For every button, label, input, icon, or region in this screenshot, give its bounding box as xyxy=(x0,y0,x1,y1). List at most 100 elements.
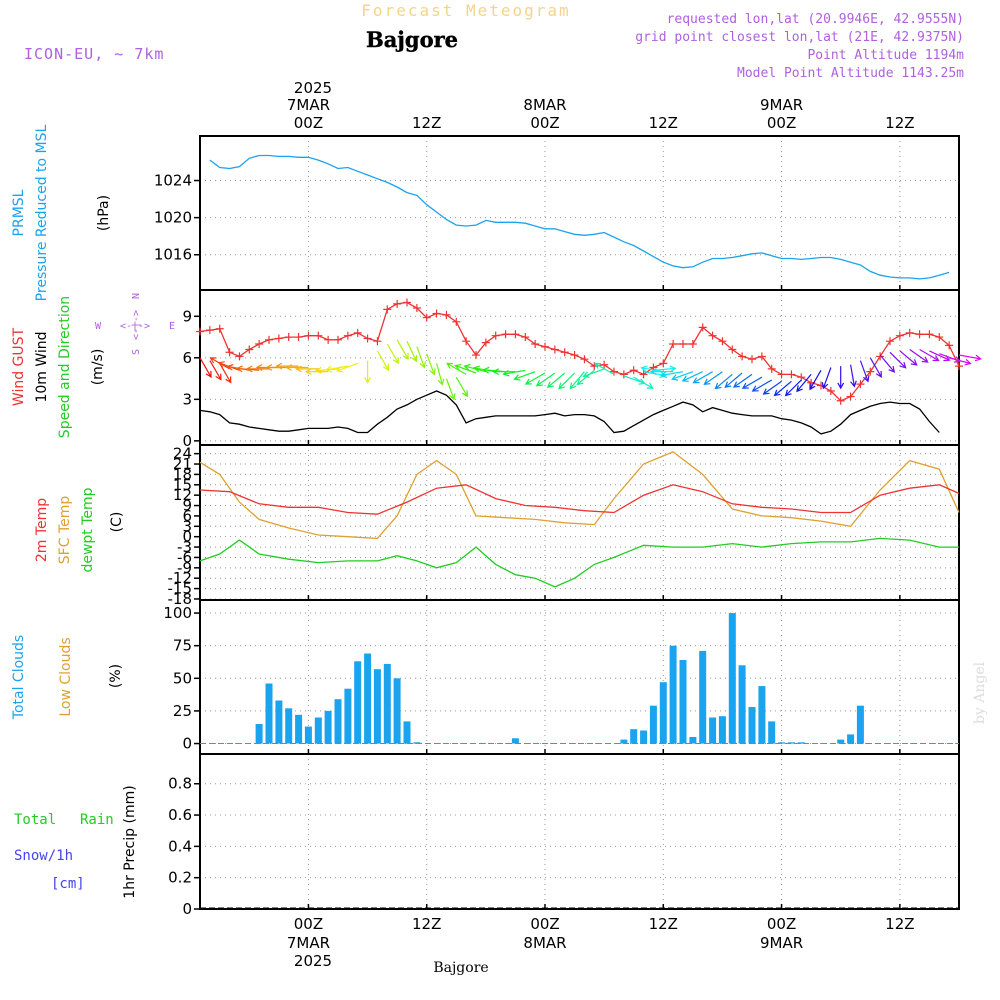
gust-marker xyxy=(550,345,559,354)
clouds-ytick-label: 0 xyxy=(182,735,192,753)
temperature-ytick-label: 6 xyxy=(182,507,192,525)
gust-marker xyxy=(876,352,885,361)
compass-n: N xyxy=(131,293,142,299)
clouds-ytick-label: 25 xyxy=(173,702,192,720)
cloud-series xyxy=(200,613,959,745)
cloud-bar xyxy=(847,734,855,744)
sfc-temp-line xyxy=(199,451,960,540)
cloud-bar xyxy=(768,721,776,744)
cloud-bar xyxy=(738,665,746,744)
gust-marker xyxy=(304,331,313,340)
bottom-time-label: 00Z xyxy=(767,915,796,933)
wind-arrow xyxy=(796,374,812,393)
wind-arrow xyxy=(732,373,753,388)
wind-arrow xyxy=(821,367,832,390)
gust-marker xyxy=(383,305,392,314)
gust-marker xyxy=(708,331,717,340)
wind-arrow xyxy=(692,371,713,384)
temperature-ytick-label: 12 xyxy=(173,486,192,504)
bottom-date-label: 9MAR xyxy=(760,934,803,952)
cloud-bar xyxy=(649,705,657,744)
gust-marker xyxy=(452,317,461,326)
wind-ytick-label: 0 xyxy=(182,432,192,450)
gust-marker xyxy=(294,333,303,342)
panels: 1016102010240369-18-15-12-9-6-3036912151… xyxy=(154,135,960,918)
wind-arrow xyxy=(285,364,309,371)
wind-arrow xyxy=(671,371,694,381)
wind-arrow xyxy=(455,376,468,398)
cloud-bar xyxy=(837,739,845,744)
temperature-ytick-label: 15 xyxy=(173,476,192,494)
wind-arrow xyxy=(859,360,870,383)
wind-arrow xyxy=(640,365,664,373)
precip-unit-label: 1hr Precip (mm) xyxy=(122,785,138,898)
clouds-ytick-label: 50 xyxy=(173,669,192,687)
location-title: Bajgore xyxy=(366,27,458,52)
temperature-series xyxy=(199,451,960,588)
precip-ytick-label: 0.6 xyxy=(168,806,192,824)
wind-arrow xyxy=(535,372,556,387)
clouds-ytick-label: 75 xyxy=(173,637,192,655)
gust-marker xyxy=(836,396,845,405)
cloud-bar xyxy=(364,653,372,744)
wind-series xyxy=(196,298,982,435)
gust-marker xyxy=(531,339,540,348)
gust-marker xyxy=(728,345,737,354)
temperature-ytick-label: 18 xyxy=(173,465,192,483)
temperature-ytick-label: -18 xyxy=(168,590,193,608)
temperature-ytick-label: 3 xyxy=(182,517,192,535)
wind-10m-label: 10m Wind xyxy=(34,331,50,402)
gust-marker xyxy=(895,331,904,340)
cloud-bar xyxy=(373,669,381,744)
wind-arrow xyxy=(416,346,426,369)
prmsl-label: PRMSL xyxy=(11,189,27,236)
gust-marker xyxy=(363,334,372,343)
gust-marker xyxy=(462,337,471,346)
gust-marker xyxy=(422,313,431,322)
wind-ytick-label: 6 xyxy=(182,349,192,367)
total-label: Total xyxy=(14,812,56,828)
cloud-bar xyxy=(413,742,421,744)
compass-ns-arrow: <-|-> xyxy=(131,310,142,340)
gust-marker xyxy=(442,310,451,319)
bottom-time-label: 00Z xyxy=(530,915,559,933)
wind-arrow xyxy=(524,372,546,385)
grid-point-coords: grid point closest lon,lat (21E, 42.9375… xyxy=(635,30,964,45)
gust-marker xyxy=(866,367,875,376)
temperature-frame xyxy=(199,444,960,601)
wind-arrow xyxy=(209,360,222,381)
wind10m-line xyxy=(199,390,940,435)
gust-marker xyxy=(255,339,264,348)
precip-frame xyxy=(199,753,960,910)
temp-unit-label: (C) xyxy=(109,512,125,533)
wind-arrow xyxy=(426,353,436,376)
gust-marker xyxy=(698,323,707,332)
point-altitude: Point Altitude 1194m xyxy=(807,48,964,63)
cloud-bar xyxy=(275,700,283,744)
cloud-bar xyxy=(630,729,638,744)
gust-marker xyxy=(472,351,480,360)
wind-arrow xyxy=(762,380,782,395)
gust-marker xyxy=(659,359,668,368)
pressure-ytick-label: 1016 xyxy=(154,246,192,264)
cloud-bar xyxy=(856,705,864,744)
gust-marker xyxy=(856,380,865,389)
cloud-bar xyxy=(314,717,322,744)
cloud-bar xyxy=(679,660,687,744)
wind-arrow xyxy=(569,371,585,390)
pressure-ytick-label: 1024 xyxy=(154,172,192,190)
pressure-line xyxy=(209,154,950,280)
gust-marker xyxy=(481,338,490,347)
snow-label: Snow/1h xyxy=(14,848,73,864)
sfc-temp-label: SFC Temp xyxy=(57,496,73,565)
gust-marker xyxy=(373,337,382,346)
wind-arrow xyxy=(837,366,845,390)
cloud-bar xyxy=(659,682,667,744)
bottom-noon-label: 12Z xyxy=(412,915,441,933)
snow-unit-label: [cm] xyxy=(51,876,85,892)
temperature-ytick-label: -12 xyxy=(168,569,193,587)
pressure-msl-label: Pressure Reduced to MSL xyxy=(34,124,50,301)
wind-unit-label: (m/s) xyxy=(90,349,106,386)
cloud-bar xyxy=(383,663,391,744)
